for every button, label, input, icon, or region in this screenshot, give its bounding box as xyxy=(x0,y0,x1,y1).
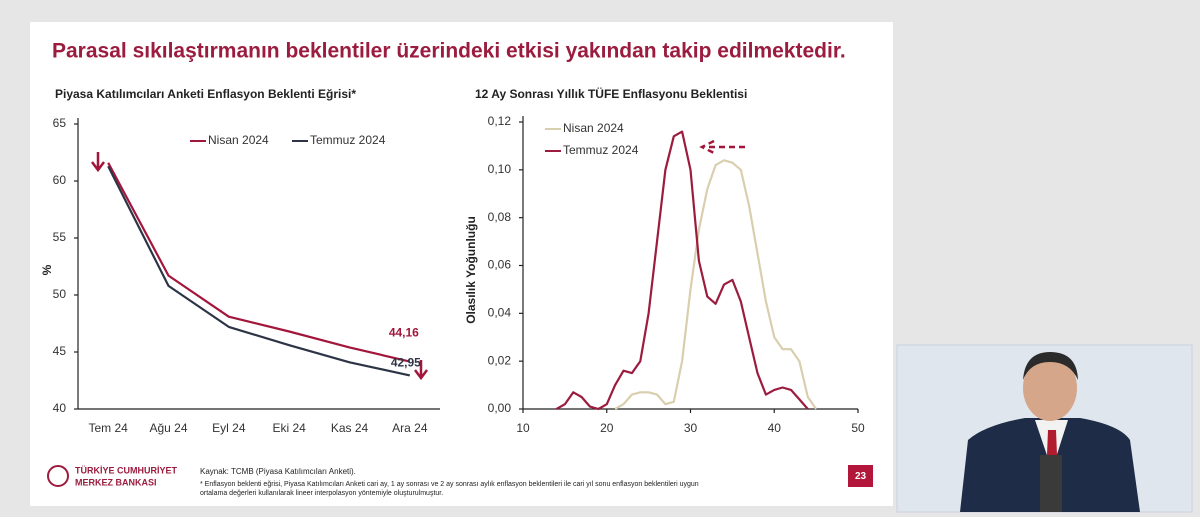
series-line xyxy=(555,130,809,411)
series-line xyxy=(614,159,818,410)
page-badge xyxy=(848,465,873,487)
legend-label: Nisan 2024 xyxy=(208,133,269,147)
logo-text: MERKEZ BANKASI xyxy=(75,477,157,487)
page-number: 23 xyxy=(855,471,867,482)
chart-title: Piyasa Katılımcıları Anketi Enflasyon Be… xyxy=(55,87,356,101)
x-tick-label: Kas 24 xyxy=(331,421,369,435)
x-tick-label: Ağu 24 xyxy=(149,421,187,435)
y-tick-label: 0,00 xyxy=(488,401,512,415)
person-head xyxy=(1023,355,1077,421)
data-label: 44,16 xyxy=(389,326,419,340)
footnote: * Enflasyon beklenti eğrisi, Piyasa Katı… xyxy=(200,481,699,488)
source: Kaynak: TCMB (Piyasa Katılımcıları Anket… xyxy=(200,467,356,476)
footnote: ortalama değerleri kullanılarak lineer i… xyxy=(200,490,443,497)
series-line xyxy=(107,165,411,377)
x-tick-label: 10 xyxy=(516,421,530,435)
slide-title: Parasal sıkılaştırmanın beklentiler üzer… xyxy=(52,40,846,63)
legend-label: Temmuz 2024 xyxy=(310,133,386,147)
y-tick-label: 50 xyxy=(53,287,67,301)
arrow xyxy=(91,152,105,173)
data-label: 42,95 xyxy=(391,356,421,370)
y-tick-label: 0,04 xyxy=(488,306,512,320)
chart-title: 12 Ay Sonrası Yıllık TÜFE Enflasyonu Bek… xyxy=(475,86,747,101)
x-tick-label: 50 xyxy=(851,421,865,435)
series-line xyxy=(107,162,411,363)
x-tick-label: 40 xyxy=(768,421,782,435)
y-tick-label: 65 xyxy=(53,116,67,130)
hair xyxy=(1023,352,1078,380)
y-tick-label: 0,10 xyxy=(488,162,512,176)
logo-text: TÜRKİYE CUMHURİYET xyxy=(75,465,178,475)
arrow xyxy=(699,139,745,155)
x-tick-label: Eyl 24 xyxy=(212,421,246,435)
y-tick-label: 60 xyxy=(53,173,67,187)
slide xyxy=(30,22,893,506)
y-tick-label: 0,02 xyxy=(488,353,512,367)
legend-label: Nisan 2024 xyxy=(563,121,624,135)
x-tick-label: 20 xyxy=(600,421,614,435)
y-axis-label: % xyxy=(40,264,54,275)
y-tick-label: 40 xyxy=(53,401,67,415)
video-inset xyxy=(896,344,1193,513)
logo-mark xyxy=(47,465,69,487)
y-tick-label: 45 xyxy=(53,344,67,358)
podium-mic xyxy=(1040,455,1062,512)
arrow xyxy=(414,360,428,381)
y-axis-label: Olasılık Yoğunluğu xyxy=(464,216,478,324)
y-tick-label: 0,12 xyxy=(488,114,512,128)
logo: TÜRKİYE CUMHURİYET MERKEZ BANKASI xyxy=(47,465,178,487)
y-tick-label: 0,08 xyxy=(488,210,512,224)
x-tick-label: Tem 24 xyxy=(88,421,128,435)
legend-label: Temmuz 2024 xyxy=(563,143,639,157)
x-tick-label: Ara 24 xyxy=(392,421,428,435)
y-tick-label: 55 xyxy=(53,230,67,244)
x-tick-label: 30 xyxy=(684,421,698,435)
y-tick-label: 0,06 xyxy=(488,258,512,272)
x-tick-label: Eki 24 xyxy=(272,421,306,435)
